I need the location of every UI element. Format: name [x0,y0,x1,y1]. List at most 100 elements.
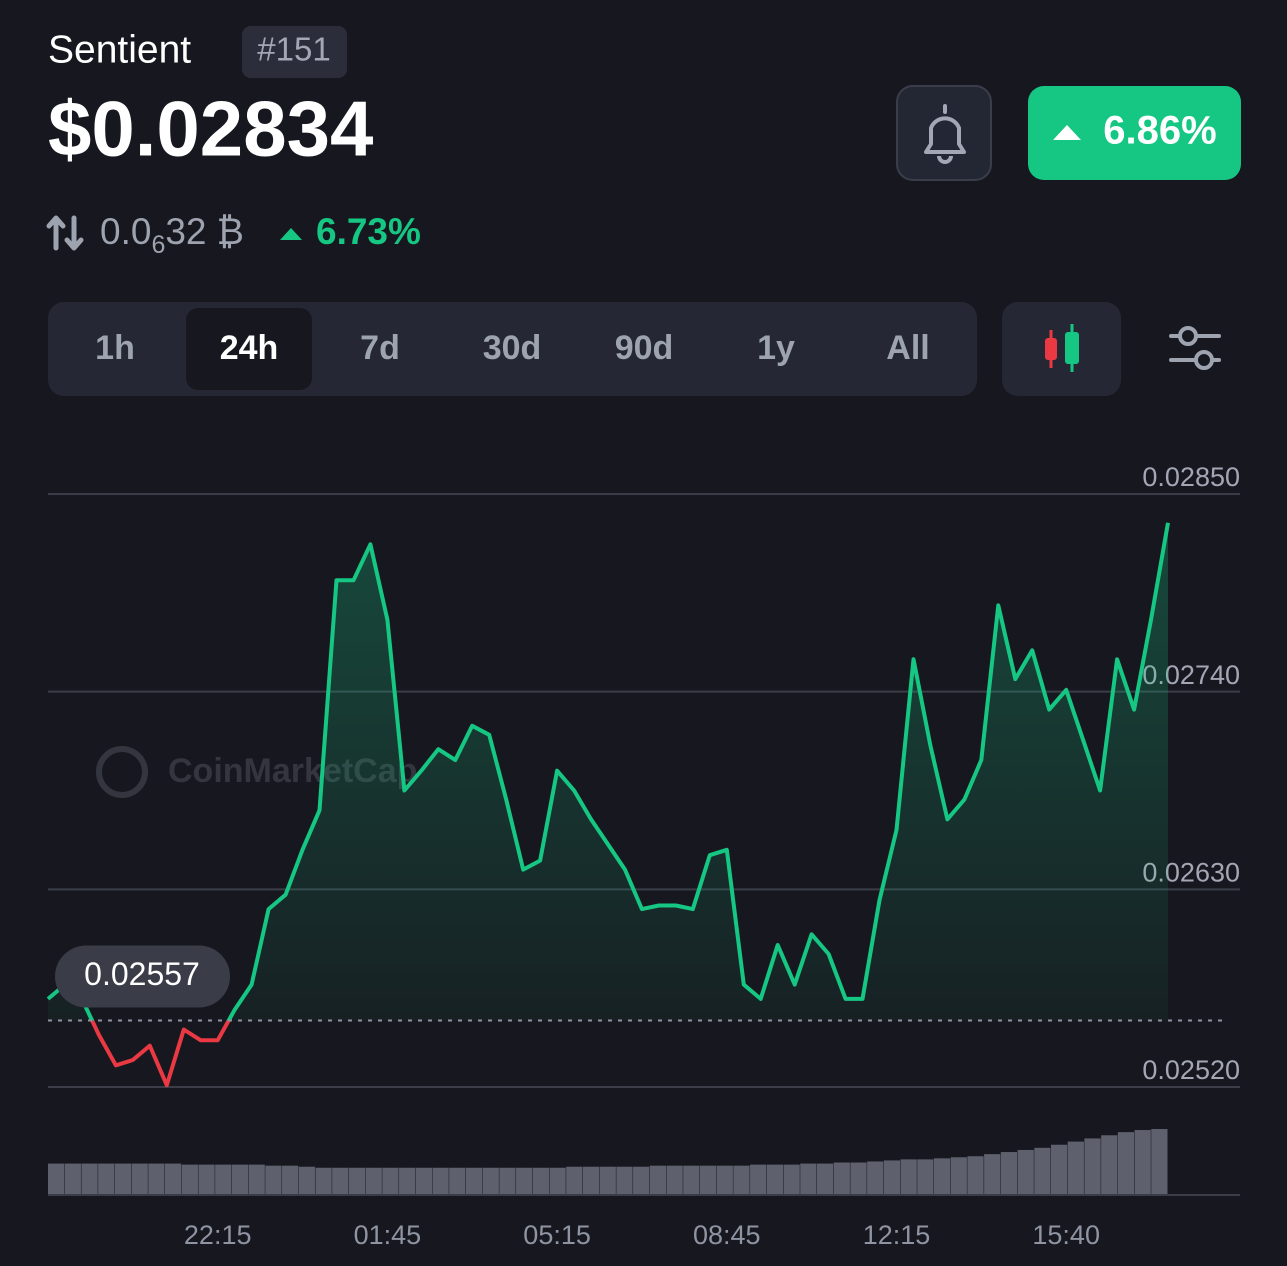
volume-bar [1034,1147,1051,1195]
volume-bar [399,1167,416,1195]
volume-bar [315,1167,332,1195]
up-triangle [1053,125,1081,140]
change-badge: 6.86% [1028,86,1241,180]
alert-button[interactable] [896,85,992,181]
volume-bar [1000,1152,1018,1195]
volume-bar [816,1163,834,1195]
volume-bar [432,1167,449,1195]
volume-bar [181,1164,198,1195]
selected-tab-bg[interactable] [186,308,312,390]
x-tick-label: 15:40 [1032,1220,1100,1250]
change-badge-bg [1028,86,1241,180]
btc-up-triangle [280,228,302,240]
volume-bar [666,1165,683,1195]
volume-bar [516,1167,533,1195]
volume-bar [165,1163,182,1195]
volume-bar [465,1167,483,1195]
swap-icon [46,215,84,251]
volume-bar [733,1165,750,1195]
candle-body-red [1045,338,1057,360]
volume-bar [332,1167,349,1195]
volume-bar [131,1163,148,1195]
watermark-logo [96,746,148,798]
volume-bar [348,1167,366,1195]
arrow-down [64,215,84,251]
volume-bar [1151,1129,1168,1195]
volume-bar [633,1166,650,1195]
volume-bar [883,1160,901,1195]
volume-bar [532,1167,549,1195]
volume-bar [215,1164,232,1195]
volume-bar [850,1162,867,1195]
volume-bar [582,1166,600,1195]
btc-price-digits: 32 [165,211,206,252]
volume-bar [1134,1130,1151,1195]
volume-bar [800,1163,817,1195]
volume-bar [365,1167,382,1195]
volume-bar [649,1165,667,1195]
range-tab[interactable]: 1h [95,329,135,367]
slider-knob-2 [1194,350,1214,370]
volume-bar [783,1164,800,1195]
volume-bar [48,1163,65,1195]
volume-bar [549,1167,566,1195]
volume-bar [967,1156,984,1195]
volume-bar [1067,1141,1084,1195]
x-tick-label: 08:45 [693,1220,761,1250]
volume-bar [499,1167,516,1195]
x-tick-label: 01:45 [354,1220,422,1250]
range-tab[interactable]: 30d [483,329,542,367]
alert-button-bg[interactable] [896,85,992,181]
volume-bar [114,1163,132,1195]
volume-bar [900,1159,917,1195]
baseline-label-bg [55,945,230,1008]
volume-bar [98,1163,115,1195]
volume-bar [750,1164,767,1195]
x-tick-label: 12:15 [863,1220,931,1250]
candle-icon [1045,324,1079,372]
volume-bar [298,1166,315,1195]
volume-bar [231,1164,249,1195]
btc-symbol: ₿ [217,211,244,252]
volume-bar [1017,1149,1034,1195]
volume-bar [198,1164,215,1195]
rank-badge [242,26,347,78]
btc-price-zeros: 6 [151,231,165,259]
range-tab[interactable]: 7d [360,329,400,367]
bell-icon [924,116,966,164]
price-line [46,522,1170,1021]
volume-bar [566,1166,583,1195]
chart-type-button[interactable] [1002,302,1121,396]
price-chart: CoinMarketCap0.028500.027400.026300.0252… [46,462,1240,1250]
range-tab[interactable]: 90d [615,329,674,367]
volume-bar [1117,1132,1135,1195]
volume-bar [599,1166,616,1195]
volume-bar [449,1167,466,1195]
slider-knob-1 [1178,326,1198,346]
area-fill [48,522,1168,1021]
range-tab[interactable]: All [886,329,929,367]
rank: #151 [257,31,330,68]
y-tick-label: 0.02520 [1142,1055,1240,1085]
settings-button[interactable] [1169,326,1221,370]
range-tab[interactable]: 24h [220,329,279,367]
price: $0.02834 [48,85,373,173]
volume-bar [64,1163,81,1195]
volume-bar [766,1164,784,1195]
btc-change: 6.73% [316,211,421,252]
range-tab[interactable]: 1y [757,329,795,367]
btc-price-prefix: 0.0 [100,211,151,252]
volume-bar [248,1164,265,1195]
candle-body-green [1065,332,1079,364]
volume-bar [265,1165,282,1195]
volume-bar [867,1161,884,1195]
volume-bar [984,1154,1001,1195]
volume-bar [683,1165,700,1195]
volume-bar [933,1158,951,1195]
volume-bar [699,1165,717,1195]
volume-bar [1050,1144,1068,1195]
x-tick-label: 05:15 [523,1220,591,1250]
baseline-label: 0.02557 [84,956,200,992]
volume-bar [616,1166,633,1195]
volume-bar [950,1157,967,1195]
